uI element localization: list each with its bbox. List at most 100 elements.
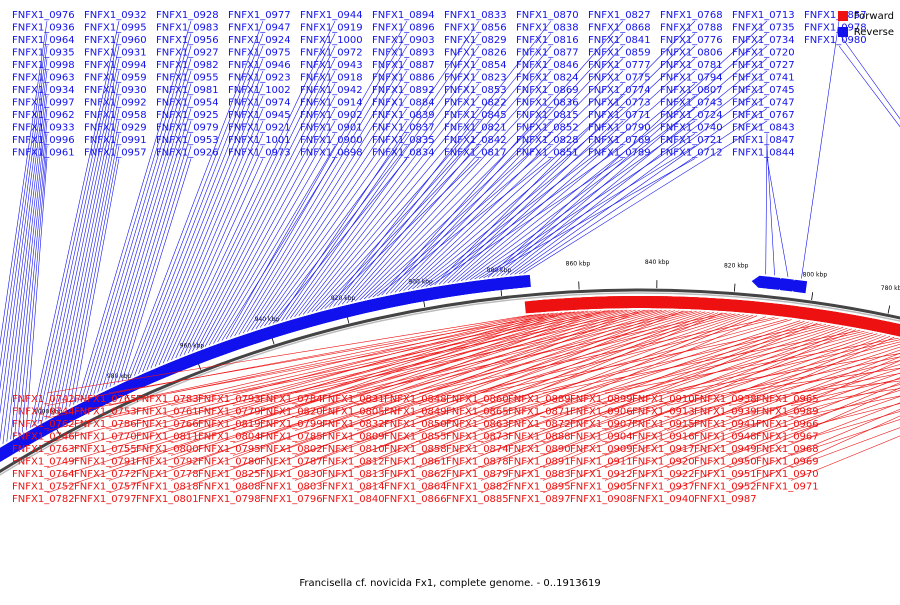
gene-label: FNFX1_0846	[516, 60, 579, 71]
gene-label: FNFX1_0835	[372, 135, 435, 146]
gene-label: FNFX1_0799	[260, 419, 323, 430]
gene-label: FNFX1_0930	[84, 85, 147, 96]
gene-label: FNFX1_0878	[446, 457, 509, 468]
gene-label: FNFX1_0761	[136, 407, 199, 418]
gene-label: FNFX1_0796	[260, 494, 323, 505]
gene-label: FNFX1_0883	[508, 469, 571, 480]
gene-label: FNFX1_0786	[74, 419, 137, 430]
gene-label: FNFX1_0838	[516, 23, 579, 34]
gene-label: FNFX1_0802	[260, 444, 323, 455]
gene-label: FNFX1_0804	[198, 432, 261, 443]
gene-label: FNFX1_0889	[508, 394, 571, 405]
gene-label: FNFX1_0741	[732, 73, 795, 84]
gene-label: FNFX1_0745	[732, 85, 795, 96]
gene-label: FNFX1_0767	[732, 110, 795, 121]
gene-label: FNFX1_0906	[570, 407, 633, 418]
gene-label: FNFX1_0927	[156, 48, 219, 59]
gene-label: FNFX1_0734	[732, 35, 795, 46]
gene-label: FNFX1_0801	[136, 494, 199, 505]
gene-label: FNFX1_0913	[632, 407, 695, 418]
gene-label: FNFX1_0939	[694, 407, 757, 418]
gene-leader-line	[839, 46, 900, 342]
gene-label: FNFX1_0921	[228, 123, 291, 134]
kbp-tick-label: 860 kbp	[566, 261, 591, 268]
gene-label: FNFX1_0793	[198, 394, 261, 405]
gene-label: FNFX1_0826	[444, 48, 507, 59]
gene-label: FNFX1_0926	[156, 148, 219, 159]
gene-label: FNFX1_0863	[446, 419, 509, 430]
gene-label: FNFX1_0947	[228, 23, 291, 34]
gene-label: FNFX1_0869	[516, 85, 579, 96]
gene-label: FNFX1_0771	[588, 110, 651, 121]
gene-label: FNFX1_0858	[384, 444, 447, 455]
gene-label: FNFX1_0905	[570, 482, 633, 493]
gene-label: FNFX1_0787	[260, 457, 323, 468]
gene-label: FNFX1_0940	[632, 494, 695, 505]
gene-label: FNFX1_1001	[228, 135, 291, 146]
gene-label: FNFX1_0969	[756, 457, 819, 468]
gene-label: FNFX1_0929	[84, 123, 147, 134]
gene-label: FNFX1_0854	[444, 60, 507, 71]
kbp-tick-mark	[888, 306, 890, 314]
gene-label: FNFX1_0840	[322, 494, 385, 505]
gene-label: FNFX1_0997	[12, 98, 75, 109]
gene-label: FNFX1_0833	[444, 10, 507, 21]
gene-label: FNFX1_0871	[508, 407, 571, 418]
gene-label: FNFX1_0917	[632, 444, 695, 455]
legend-forward: Forward	[838, 8, 894, 24]
gene-leader-line	[70, 146, 119, 407]
gene-label: FNFX1_0782	[12, 494, 75, 505]
gene-label: FNFX1_0964	[12, 35, 75, 46]
gene-label: FNFX1_0778	[136, 469, 199, 480]
gene-label: FNFX1_0850	[384, 419, 447, 430]
legend-forward-label: Forward	[854, 11, 894, 22]
gene-label: FNFX1_0808	[198, 482, 261, 493]
gene-leader-line	[767, 159, 788, 277]
gene-label: FNFX1_0901	[300, 123, 363, 134]
gene-leader-line	[605, 338, 899, 393]
gene-label: FNFX1_0970	[756, 469, 819, 480]
gene-label: FNFX1_0879	[446, 469, 509, 480]
gene-label: FNFX1_0965	[756, 394, 819, 405]
gene-label: FNFX1_0829	[444, 35, 507, 46]
gene-label: FNFX1_0774	[588, 85, 651, 96]
gene-label: FNFX1_0844	[732, 148, 795, 159]
gene-label: FNFX1_0935	[12, 48, 75, 59]
gene-label: FNFX1_0825	[198, 469, 261, 480]
gene-label: FNFX1_0770	[74, 432, 137, 443]
gene-label: FNFX1_0914	[300, 98, 363, 109]
gene-label: FNFX1_0797	[74, 494, 137, 505]
gene-leader-line	[172, 159, 264, 360]
gene-label: FNFX1_0895	[508, 482, 571, 493]
gene-label: FNFX1_0788	[660, 23, 723, 34]
gene-label: FNFX1_0757	[74, 482, 137, 493]
gene-label: FNFX1_0742	[12, 394, 75, 405]
gene-label: FNFX1_0781	[660, 60, 723, 71]
gene-leader-line	[22, 146, 47, 433]
gene-label: FNFX1_0753	[74, 407, 137, 418]
gene-label: FNFX1_0812	[322, 457, 385, 468]
gene-label: FNFX1_0903	[372, 35, 435, 46]
gene-label: FNFX1_0861	[384, 457, 447, 468]
legend-reverse-label: Reverse	[854, 27, 894, 38]
gene-label: FNFX1_0815	[516, 110, 579, 121]
gene-label: FNFX1_0998	[12, 60, 75, 71]
gene-label: FNFX1_0933	[12, 123, 75, 134]
gene-label: FNFX1_0982	[156, 60, 219, 71]
gene-label: FNFX1_0877	[516, 48, 579, 59]
gene-label: FNFX1_0841	[588, 35, 651, 46]
kbp-tick-label: 820 kbp	[724, 263, 749, 270]
gene-label: FNFX1_0814	[322, 482, 385, 493]
gene-label: FNFX1_0938	[694, 394, 757, 405]
gene-label: FNFX1_0908	[570, 494, 633, 505]
gene-label: FNFX1_0918	[300, 73, 363, 84]
gene-label: FNFX1_0827	[588, 10, 651, 21]
gene-label: FNFX1_0749	[12, 457, 75, 468]
gene-label: FNFX1_0961	[12, 148, 75, 159]
gene-leader-line	[213, 134, 335, 344]
gene-label: FNFX1_0959	[84, 73, 147, 84]
gene-label: FNFX1_0899	[570, 394, 633, 405]
gene-leader-line	[201, 96, 335, 348]
